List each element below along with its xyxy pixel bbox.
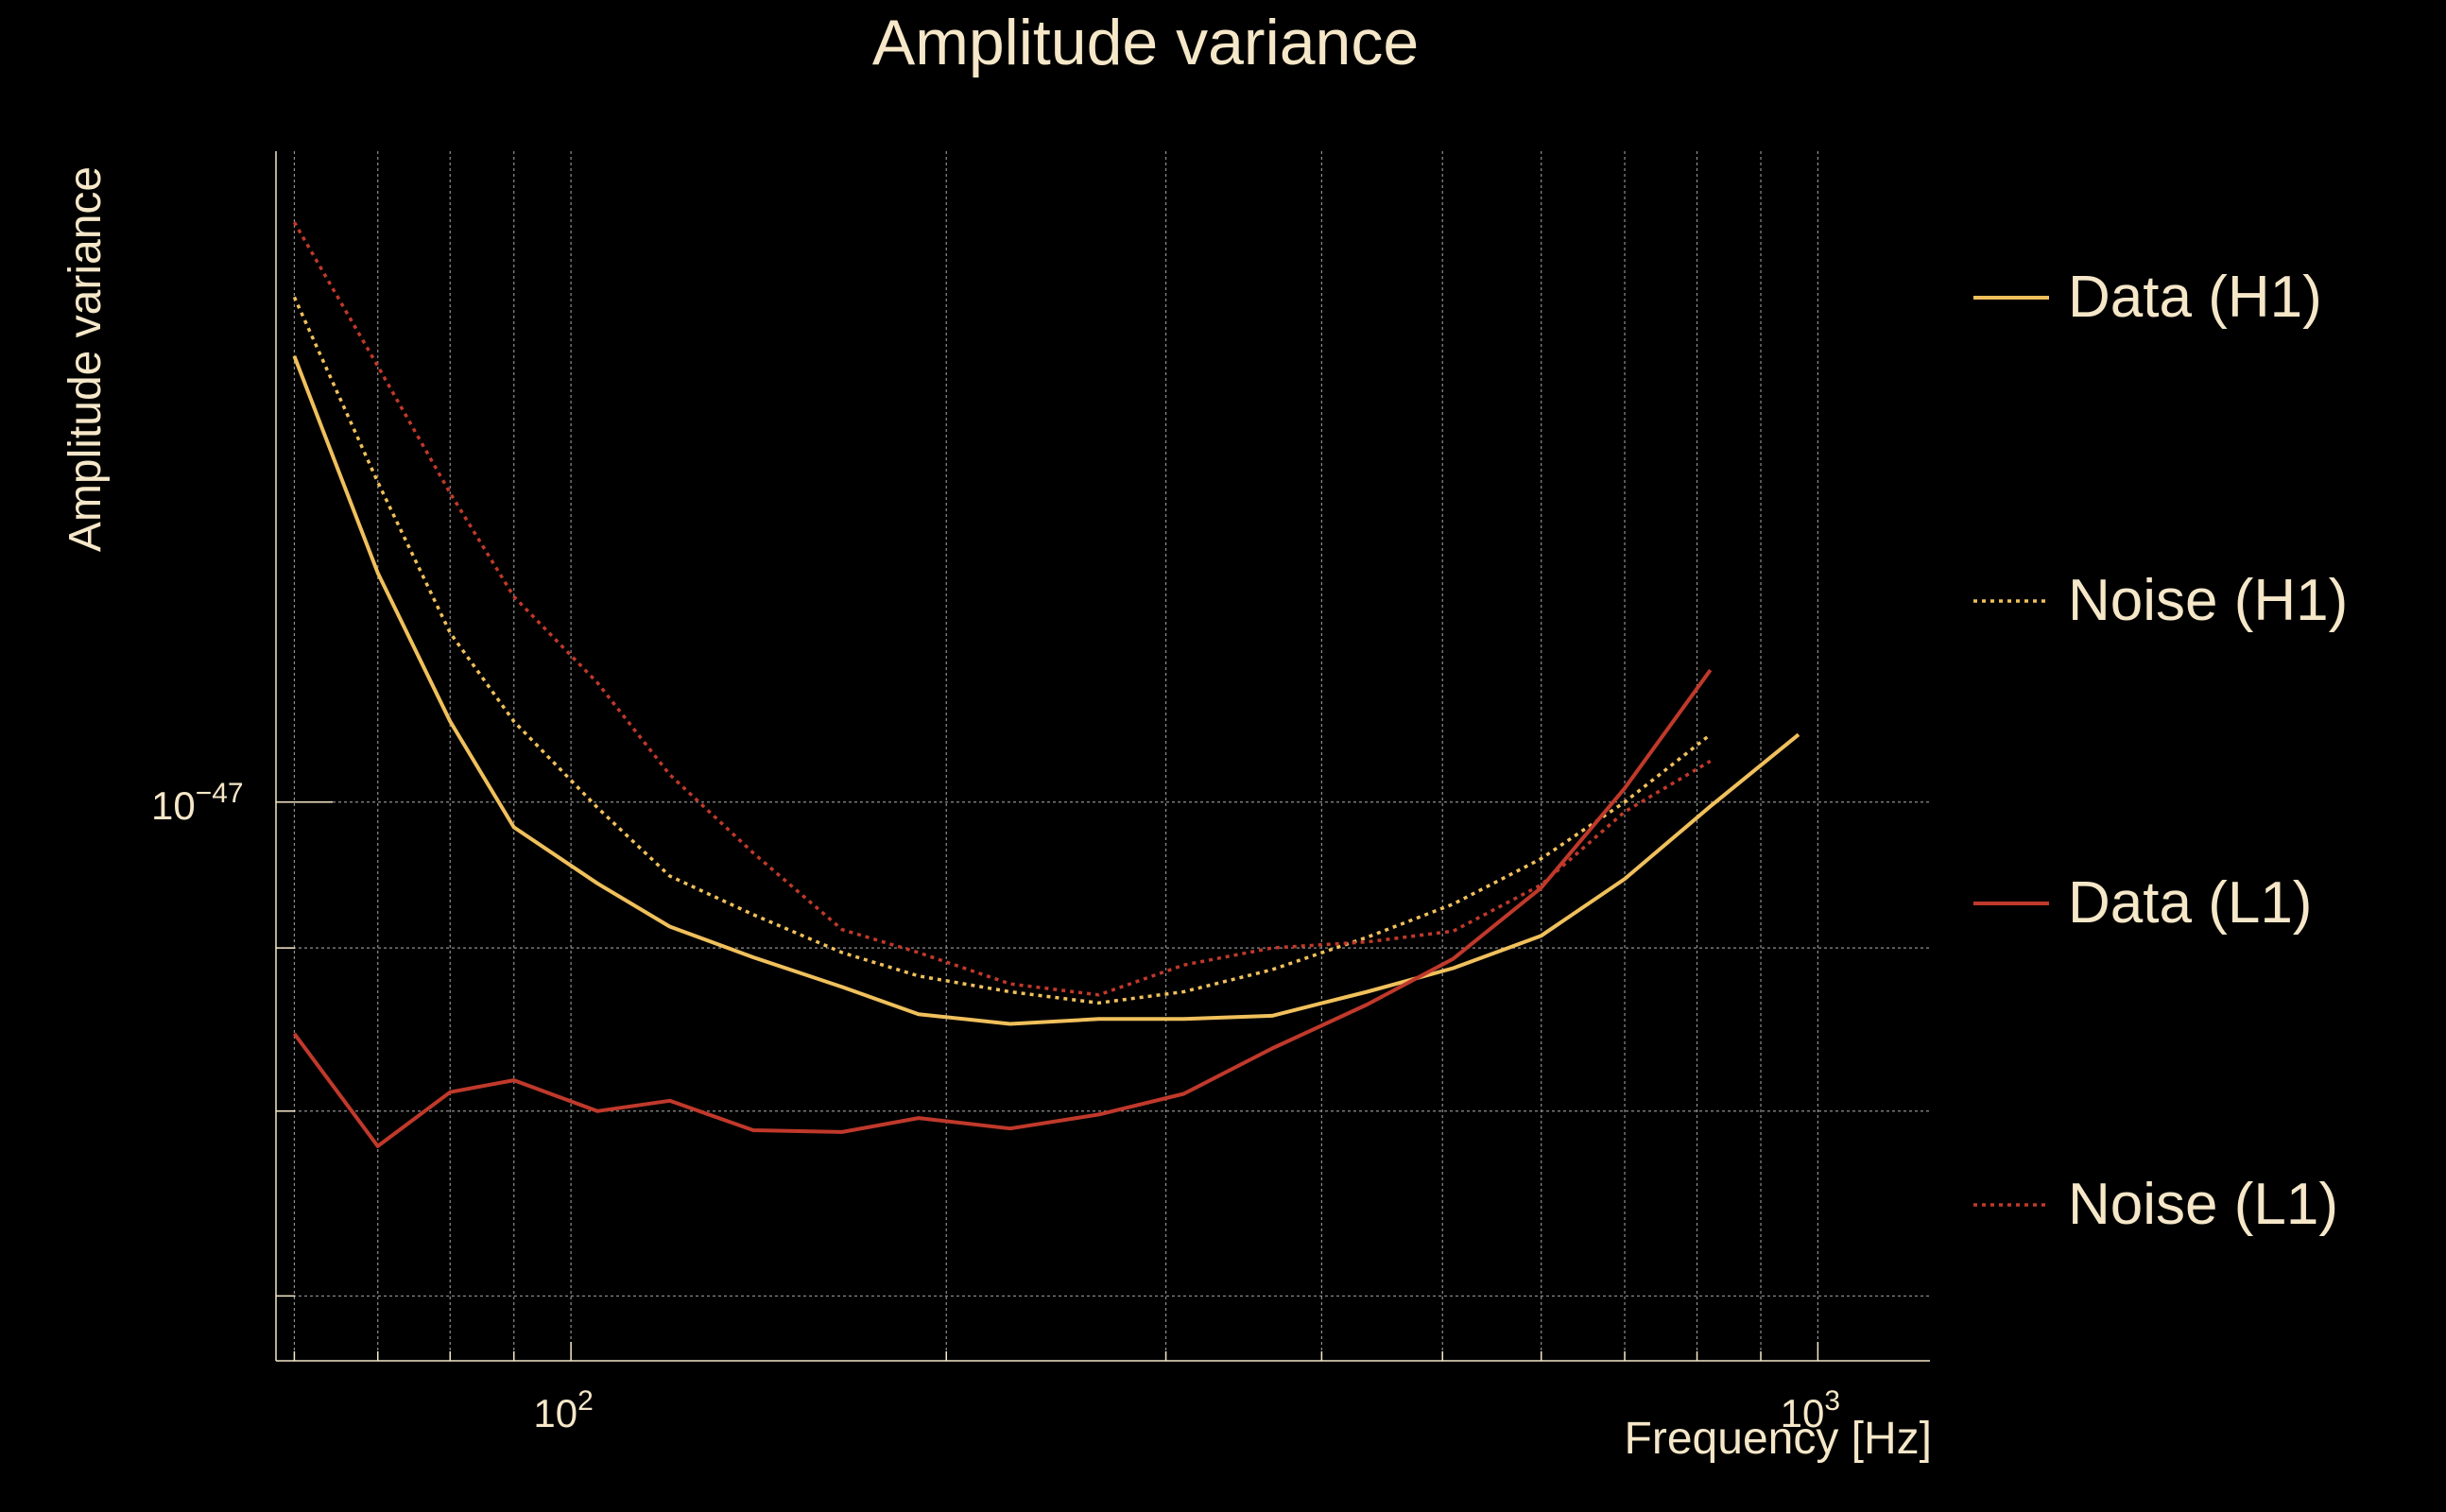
chart-title: Amplitude variance	[872, 7, 1419, 78]
grid-layer	[276, 151, 1930, 1361]
y-tick-label: 10−47	[151, 778, 244, 828]
series-line-noise-l1	[292, 221, 1712, 997]
legend-label-data-l1: Data (L1)	[2068, 870, 2312, 936]
axis-layer: 102 103 10−47	[151, 151, 1930, 1435]
series-line-data-l1	[292, 668, 1713, 1148]
series-line-data-h1	[292, 355, 1800, 1026]
x-tick-label: 103	[1781, 1385, 1840, 1435]
legend-label-data-h1: Data (H1)	[2068, 265, 2322, 330]
series-layer	[292, 221, 1800, 1148]
legend: Data (H1) Noise (H1) Data (L1) Noise (L1)	[1973, 265, 2348, 1237]
y-axis-label: Amplitude variance	[60, 166, 111, 552]
legend-label-noise-l1: Noise (L1)	[2068, 1172, 2338, 1237]
x-tick-label: 102	[533, 1385, 593, 1435]
x-axis-label: Frequency [Hz]	[1625, 1414, 1932, 1464]
series-line-noise-h1	[292, 296, 1712, 1005]
legend-label-noise-h1: Noise (H1)	[2068, 568, 2348, 633]
